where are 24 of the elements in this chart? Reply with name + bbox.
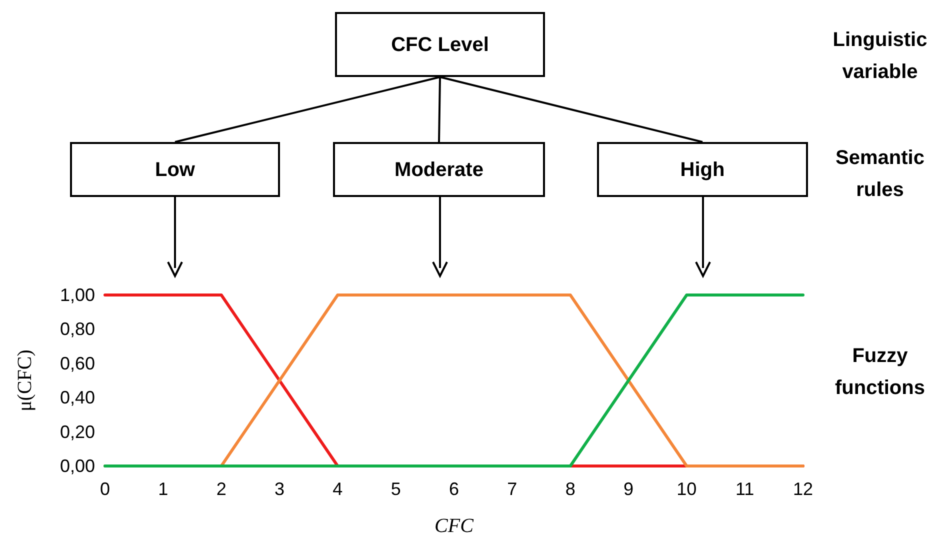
x-tick-label: 1 <box>158 479 168 499</box>
x-tick-label: 0 <box>100 479 110 499</box>
x-tick-label: 6 <box>448 479 460 499</box>
y-tick-label: 0,00 <box>60 456 95 476</box>
x-tick-label: 8 <box>565 479 576 499</box>
y-tick-label: 0,40 <box>60 388 95 408</box>
x-tick-label: 2 <box>216 479 226 499</box>
x-tick-label: 12 <box>792 479 814 499</box>
x-tick-label: 4 <box>332 479 343 499</box>
x-axis-title: CFC <box>434 515 474 537</box>
y-tick-label: 0,60 <box>60 353 95 374</box>
x-tick-label: 3 <box>274 479 285 499</box>
y-axis-title: μ(CFC) <box>14 350 36 412</box>
y-tick-label: 0,80 <box>60 319 95 340</box>
x-tick-label: 10 <box>676 479 697 499</box>
y-tick-label: 1,00 <box>60 285 95 305</box>
y-tick-label: 0,20 <box>60 422 95 442</box>
x-tick-label: 11 <box>735 479 754 499</box>
text: Semantic rules <box>834 146 926 203</box>
text: Linguistic variable <box>832 28 928 85</box>
x-tick-label: 9 <box>623 479 634 499</box>
x-tick-label: 7 <box>507 479 518 499</box>
text: Fuzzy functions <box>834 344 926 401</box>
x-tick-label: 5 <box>390 479 401 499</box>
